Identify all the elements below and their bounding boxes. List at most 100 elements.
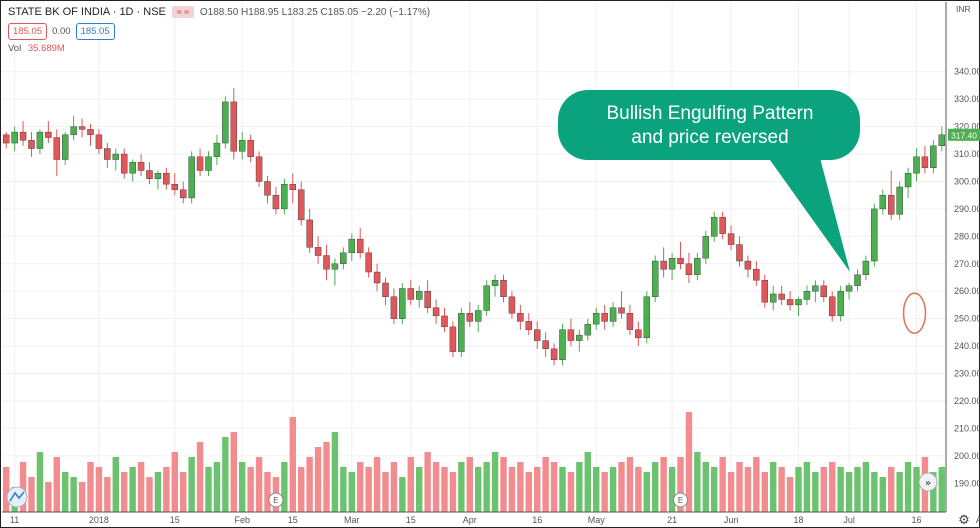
candle-body bbox=[592, 312, 600, 325]
time-tick-label: May bbox=[588, 515, 606, 525]
volume-bar bbox=[567, 472, 575, 512]
candle-body bbox=[567, 329, 575, 341]
candle-body bbox=[525, 321, 533, 330]
volume-bar bbox=[70, 477, 77, 512]
candle-body bbox=[862, 260, 870, 275]
volume-bar bbox=[508, 467, 516, 512]
volume-bar bbox=[205, 467, 212, 512]
volume-label: Vol bbox=[8, 43, 22, 54]
settings-gear-icon[interactable]: ⚙ bbox=[958, 513, 970, 528]
volume-bar bbox=[36, 452, 44, 512]
candle-body bbox=[710, 216, 718, 237]
candle-body bbox=[778, 293, 785, 300]
candle-body bbox=[812, 285, 819, 292]
logo-glyph bbox=[9, 491, 25, 502]
volume-bar bbox=[373, 457, 381, 512]
volume-bar bbox=[449, 472, 457, 512]
candle-body bbox=[137, 162, 145, 171]
candle-body bbox=[635, 329, 642, 339]
candle-body bbox=[45, 131, 52, 138]
candle-body bbox=[213, 142, 221, 157]
volume-bar bbox=[112, 457, 119, 512]
time-tick-label: 16 bbox=[532, 515, 542, 525]
candle-body bbox=[584, 323, 592, 336]
volume-bar bbox=[786, 477, 794, 512]
earnings-event-label: E bbox=[678, 496, 683, 505]
time-tick-label: 15 bbox=[406, 515, 416, 525]
candle-body bbox=[188, 156, 195, 199]
candle-body bbox=[677, 258, 684, 264]
candle-body bbox=[441, 315, 448, 328]
trade-buttons-row: 185.05 0.00 185.05 bbox=[8, 23, 115, 40]
time-tick-label: 2018 bbox=[89, 515, 109, 525]
volume-bar bbox=[239, 462, 246, 512]
candle-body bbox=[365, 252, 372, 273]
candle-body bbox=[458, 312, 465, 352]
candle-body bbox=[238, 140, 246, 152]
candle-body bbox=[171, 184, 179, 190]
volume-bar bbox=[584, 452, 591, 512]
tradingview-logo-icon[interactable] bbox=[6, 486, 28, 508]
volume-bar bbox=[466, 457, 473, 512]
volume-bar bbox=[618, 462, 625, 512]
candle-body bbox=[702, 236, 710, 259]
candle-body bbox=[407, 288, 415, 300]
time-tick-label: Jun bbox=[724, 515, 739, 525]
callout-bubble bbox=[558, 90, 860, 160]
volume-bar bbox=[660, 457, 667, 512]
candle-body bbox=[559, 329, 566, 361]
buy-button[interactable]: 185.05 bbox=[75, 23, 115, 40]
candle-body bbox=[854, 274, 861, 286]
volume-bar bbox=[879, 477, 886, 512]
candle-body bbox=[517, 312, 524, 322]
spread-value: 0.00 bbox=[52, 26, 71, 37]
candle-body bbox=[264, 181, 271, 196]
volume-bar bbox=[399, 477, 406, 512]
volume-bar bbox=[3, 467, 10, 512]
candle-body bbox=[373, 271, 381, 284]
compare-icon[interactable]: ≈ ≈ bbox=[171, 6, 194, 18]
candle-body bbox=[53, 137, 61, 160]
candle-body bbox=[837, 291, 844, 317]
candle-body bbox=[163, 173, 170, 185]
volume-bar bbox=[542, 457, 549, 512]
volume-bar bbox=[213, 462, 221, 512]
volume-bar bbox=[255, 457, 263, 512]
volume-bar bbox=[28, 477, 35, 512]
volume-bar bbox=[129, 467, 136, 512]
volume-bar bbox=[323, 442, 330, 512]
volume-bar bbox=[340, 467, 347, 512]
candle-body bbox=[896, 186, 903, 215]
volume-bar bbox=[609, 467, 617, 512]
candle-body bbox=[61, 134, 69, 160]
candle-body bbox=[306, 219, 313, 248]
time-tick-label: 21 bbox=[667, 515, 677, 525]
candle-body bbox=[719, 216, 726, 234]
volume-bar bbox=[904, 462, 912, 512]
sell-button[interactable]: 185.05 bbox=[8, 23, 48, 40]
volume-bar bbox=[761, 472, 768, 512]
symbol-line[interactable]: STATE BK OF INDIA · 1D · NSE bbox=[8, 6, 166, 18]
volume-bar bbox=[146, 477, 153, 512]
volume-bar bbox=[719, 457, 726, 512]
candle-body bbox=[104, 148, 111, 160]
candle-body bbox=[28, 140, 35, 149]
candle-body bbox=[424, 291, 431, 308]
candle-body bbox=[2, 134, 10, 144]
double-chevron-right-icon: » bbox=[925, 478, 931, 489]
candle-body bbox=[744, 260, 752, 270]
volume-bar bbox=[753, 457, 760, 512]
time-tick-label: Mar bbox=[344, 515, 360, 525]
candle-body bbox=[466, 312, 474, 322]
candle-body bbox=[660, 260, 667, 270]
candle-body bbox=[618, 307, 625, 314]
price-tick-label: 260.00 bbox=[954, 286, 980, 296]
volume-bar bbox=[180, 472, 187, 512]
last-price-label: 317.40 bbox=[951, 130, 977, 140]
candle-body bbox=[415, 291, 423, 300]
scroll-to-latest-button[interactable] bbox=[918, 472, 938, 492]
candle-body bbox=[609, 307, 617, 322]
volume-bar bbox=[314, 447, 322, 512]
volume-bar bbox=[62, 472, 69, 512]
